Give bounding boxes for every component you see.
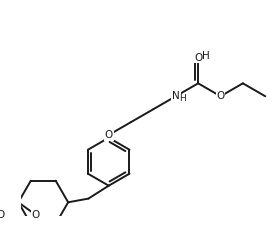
- Text: O: O: [216, 91, 225, 101]
- Text: H: H: [179, 94, 186, 103]
- Text: N: N: [172, 91, 180, 101]
- Text: H: H: [202, 51, 209, 61]
- Text: O: O: [194, 52, 202, 62]
- Text: O: O: [0, 210, 5, 220]
- Text: O: O: [32, 210, 40, 220]
- Text: O: O: [105, 130, 113, 140]
